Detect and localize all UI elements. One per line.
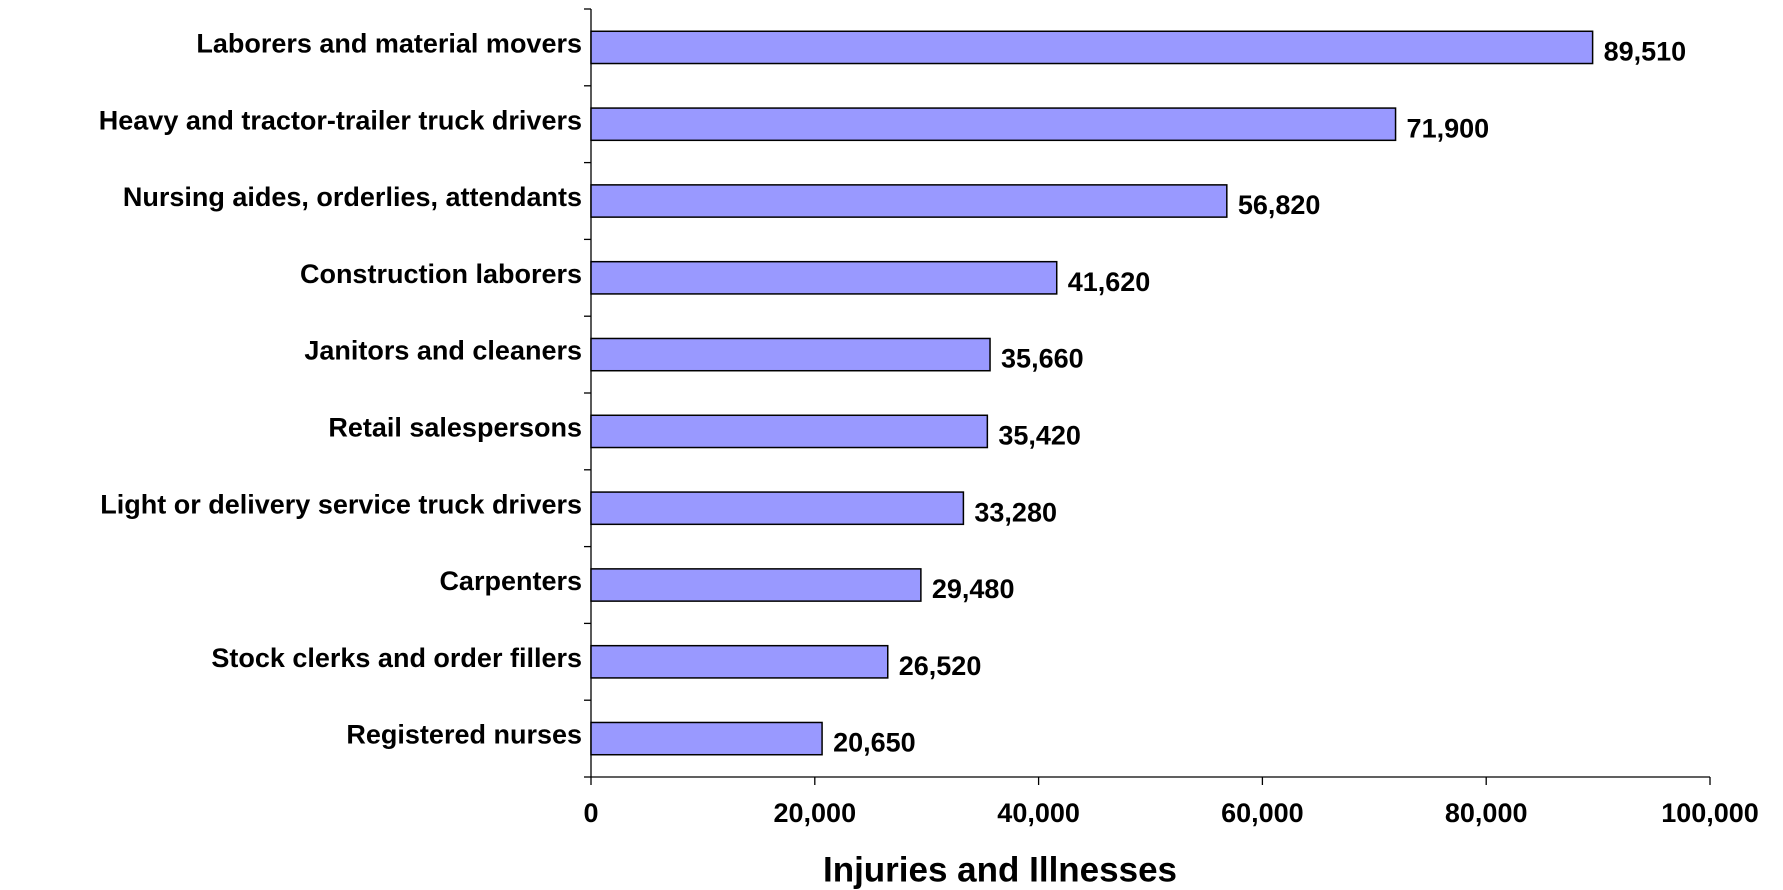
y-tick-label: Light or delivery service truck drivers	[100, 489, 582, 519]
bar	[590, 721, 823, 756]
bar	[590, 107, 1397, 142]
bar	[590, 568, 922, 602]
x-tick-label: 60,000	[1221, 798, 1304, 828]
x-axis-title: Injuries and Illnesses	[823, 850, 1177, 889]
x-tick-label: 100,000	[1661, 798, 1759, 828]
value-label: 71,900	[1407, 113, 1490, 143]
bar	[590, 184, 1228, 218]
y-tick-label: Heavy and tractor-trailer truck drivers	[99, 105, 582, 135]
bar	[590, 491, 965, 526]
bar	[590, 337, 991, 372]
bar	[590, 414, 989, 449]
y-tick-label: Nursing aides, orderlies, attendants	[123, 182, 582, 212]
y-tick-label: Stock clerks and order fillers	[211, 643, 582, 673]
y-tick-label: Janitors and cleaners	[304, 336, 582, 366]
value-label: 33,280	[974, 497, 1057, 527]
y-tick-label: Construction laborers	[300, 259, 582, 289]
bar	[590, 260, 1058, 295]
y-tick-label: Laborers and material movers	[196, 29, 582, 59]
y-tick-label: Registered nurses	[346, 720, 582, 750]
value-label: 35,420	[998, 421, 1081, 451]
x-tick-label: 40,000	[997, 798, 1080, 828]
value-label: 35,660	[1001, 344, 1084, 374]
y-tick-label: Carpenters	[439, 566, 582, 596]
y-tick-label: Retail salespersons	[328, 413, 582, 443]
x-tick-label: 0	[583, 798, 598, 828]
x-tick-label: 80,000	[1445, 798, 1528, 828]
value-label: 20,650	[833, 728, 916, 758]
value-label: 29,480	[932, 574, 1015, 604]
value-label: 89,510	[1604, 37, 1687, 67]
value-label: 41,620	[1068, 267, 1151, 297]
x-tick-label: 20,000	[774, 798, 857, 828]
bar	[590, 644, 889, 679]
value-label: 56,820	[1238, 190, 1321, 220]
value-label: 26,520	[899, 651, 982, 681]
bar	[590, 30, 1594, 65]
